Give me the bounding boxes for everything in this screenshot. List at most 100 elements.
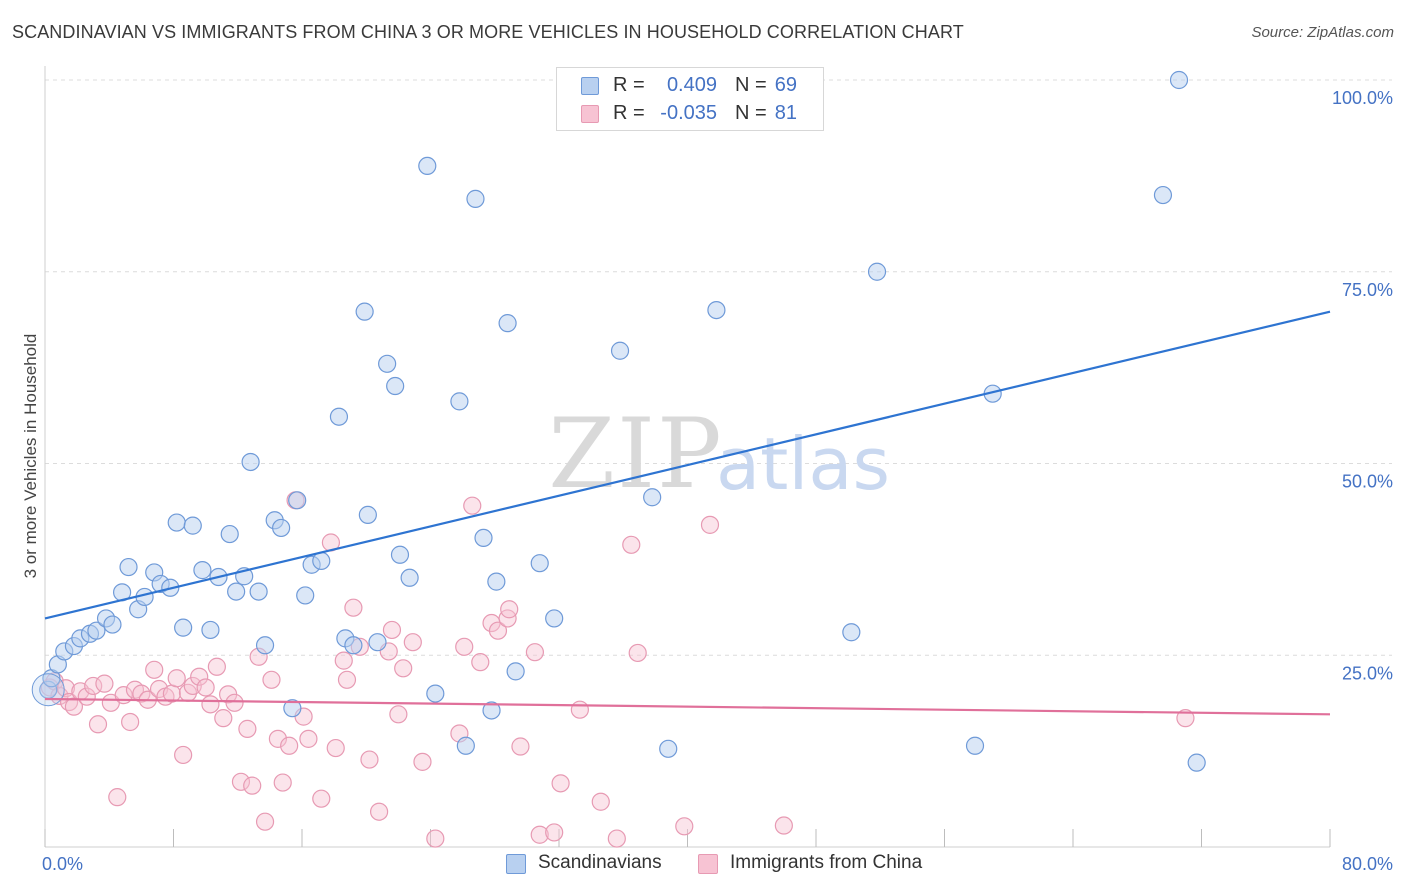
data-point-scandinavians	[506, 662, 525, 681]
data-point-immigrants	[403, 633, 422, 652]
data-point-immigrants	[255, 812, 275, 831]
data-point-immigrants	[95, 674, 114, 693]
data-point-scandinavians	[474, 528, 493, 547]
y-tick-label: 100.0%	[1332, 88, 1393, 108]
data-point-scandinavians	[456, 736, 475, 755]
immigrants-from-china-points	[40, 491, 1195, 848]
data-point-immigrants	[337, 670, 357, 689]
data-point-scandinavians	[1187, 753, 1206, 772]
legend-n-label: N =	[735, 74, 767, 96]
data-point-scandinavians	[545, 609, 564, 628]
grid-lines	[45, 79, 1392, 656]
data-point-scandinavians	[610, 341, 630, 360]
legend-row-scandinavians: R = 0.409 N = 69	[557, 72, 823, 100]
data-point-immigrants	[360, 750, 379, 769]
data-point-immigrants	[196, 678, 215, 697]
data-point-scandinavians	[1153, 185, 1173, 205]
data-point-immigrants	[243, 776, 262, 795]
data-point-immigrants	[280, 736, 299, 755]
data-point-immigrants	[312, 789, 331, 808]
data-point-immigrants	[77, 687, 96, 706]
data-point-immigrants	[455, 637, 474, 656]
data-point-scandinavians	[707, 301, 726, 320]
data-point-scandinavians	[329, 407, 349, 426]
data-point-immigrants	[299, 729, 318, 748]
data-point-immigrants	[389, 705, 408, 724]
data-point-scandinavians	[1169, 70, 1189, 90]
data-point-immigrants	[84, 676, 103, 696]
data-point-scandinavians	[643, 488, 662, 507]
data-point-immigrants	[511, 737, 530, 756]
data-point-immigrants	[145, 660, 164, 679]
watermark-atlas: atlas	[716, 422, 890, 506]
bottom-legend-swatch-blue	[506, 854, 526, 874]
data-point-scandinavians	[355, 302, 374, 321]
legend-r-label: R =	[613, 74, 645, 96]
data-point-scandinavians	[193, 561, 212, 580]
data-point-immigrants	[498, 609, 517, 628]
data-point-scandinavians	[103, 615, 122, 634]
legend-n-label: N =	[735, 102, 767, 124]
data-point-immigrants	[530, 825, 549, 844]
legend-row-immigrants: R = -0.035 N = 81	[557, 100, 823, 128]
data-point-immigrants	[214, 709, 233, 728]
source-label: Source: ZipAtlas.com	[1251, 24, 1394, 41]
legend-swatch-pink	[581, 105, 599, 123]
y-tick-label: 75.0%	[1342, 280, 1393, 300]
data-point-immigrants	[207, 657, 226, 676]
data-point-immigrants	[413, 752, 432, 771]
data-point-immigrants	[190, 667, 209, 686]
bottom-legend-immigrants: Immigrants from China	[698, 852, 938, 876]
bottom-legend-label: Scandinavians	[538, 852, 662, 873]
data-point-scandinavians	[487, 572, 506, 591]
bottom-legend-label: Immigrants from China	[730, 852, 923, 873]
data-point-immigrants	[231, 772, 251, 791]
data-point-immigrants	[88, 715, 108, 734]
data-point-immigrants	[334, 651, 353, 670]
data-point-scandinavians	[498, 314, 517, 333]
data-point-immigrants	[225, 693, 244, 712]
data-point-immigrants	[675, 817, 694, 836]
data-point-immigrants	[545, 823, 564, 842]
bottom-legend-scandinavians: Scandinavians	[506, 852, 686, 876]
data-point-scandinavians	[183, 516, 202, 535]
data-point-immigrants	[591, 792, 610, 811]
data-point-immigrants	[774, 816, 793, 835]
data-point-scandinavians	[867, 262, 887, 281]
data-point-immigrants	[344, 598, 363, 617]
data-point-scandinavians	[358, 505, 377, 524]
data-point-scandinavians	[450, 392, 469, 411]
trend-line-immigrants	[44, 697, 1331, 716]
legend-n-value: 69	[774, 74, 797, 96]
data-point-immigrants	[268, 729, 288, 748]
data-point-scandinavians	[283, 699, 302, 718]
x-tick-label-max: 80.0%	[1342, 854, 1393, 874]
data-point-scandinavians	[466, 189, 485, 208]
data-point-immigrants	[174, 745, 193, 765]
data-point-immigrants	[622, 535, 641, 554]
data-point-scandinavians	[842, 623, 861, 642]
data-point-immigrants	[326, 738, 345, 758]
correlation-legend: R = 0.409 N = 69 R = -0.035 N = 81	[556, 67, 824, 131]
data-point-scandinavians	[220, 524, 239, 544]
data-point-scandinavians	[344, 636, 363, 655]
data-point-immigrants	[394, 659, 413, 678]
data-point-scandinavians	[659, 739, 678, 758]
data-point-scandinavians	[386, 376, 405, 396]
legend-r-value: 0.409	[666, 74, 717, 96]
data-point-scandinavians	[296, 586, 315, 605]
data-point-scandinavians	[288, 491, 307, 510]
data-point-scandinavians	[378, 354, 397, 373]
data-point-scandinavians	[201, 620, 220, 640]
data-point-scandinavians	[482, 701, 501, 720]
data-point-immigrants	[238, 719, 257, 738]
data-point-immigrants	[488, 621, 508, 640]
y-tick-label: 25.0%	[1342, 663, 1393, 683]
chart-title: SCANDINAVIAN VS IMMIGRANTS FROM CHINA 3 …	[12, 22, 964, 42]
legend-swatch-blue	[581, 77, 599, 95]
data-point-scandinavians	[965, 736, 985, 755]
data-point-immigrants	[167, 669, 186, 688]
data-point-scandinavians	[87, 621, 106, 640]
trend-line-scandinavians	[44, 310, 1331, 620]
